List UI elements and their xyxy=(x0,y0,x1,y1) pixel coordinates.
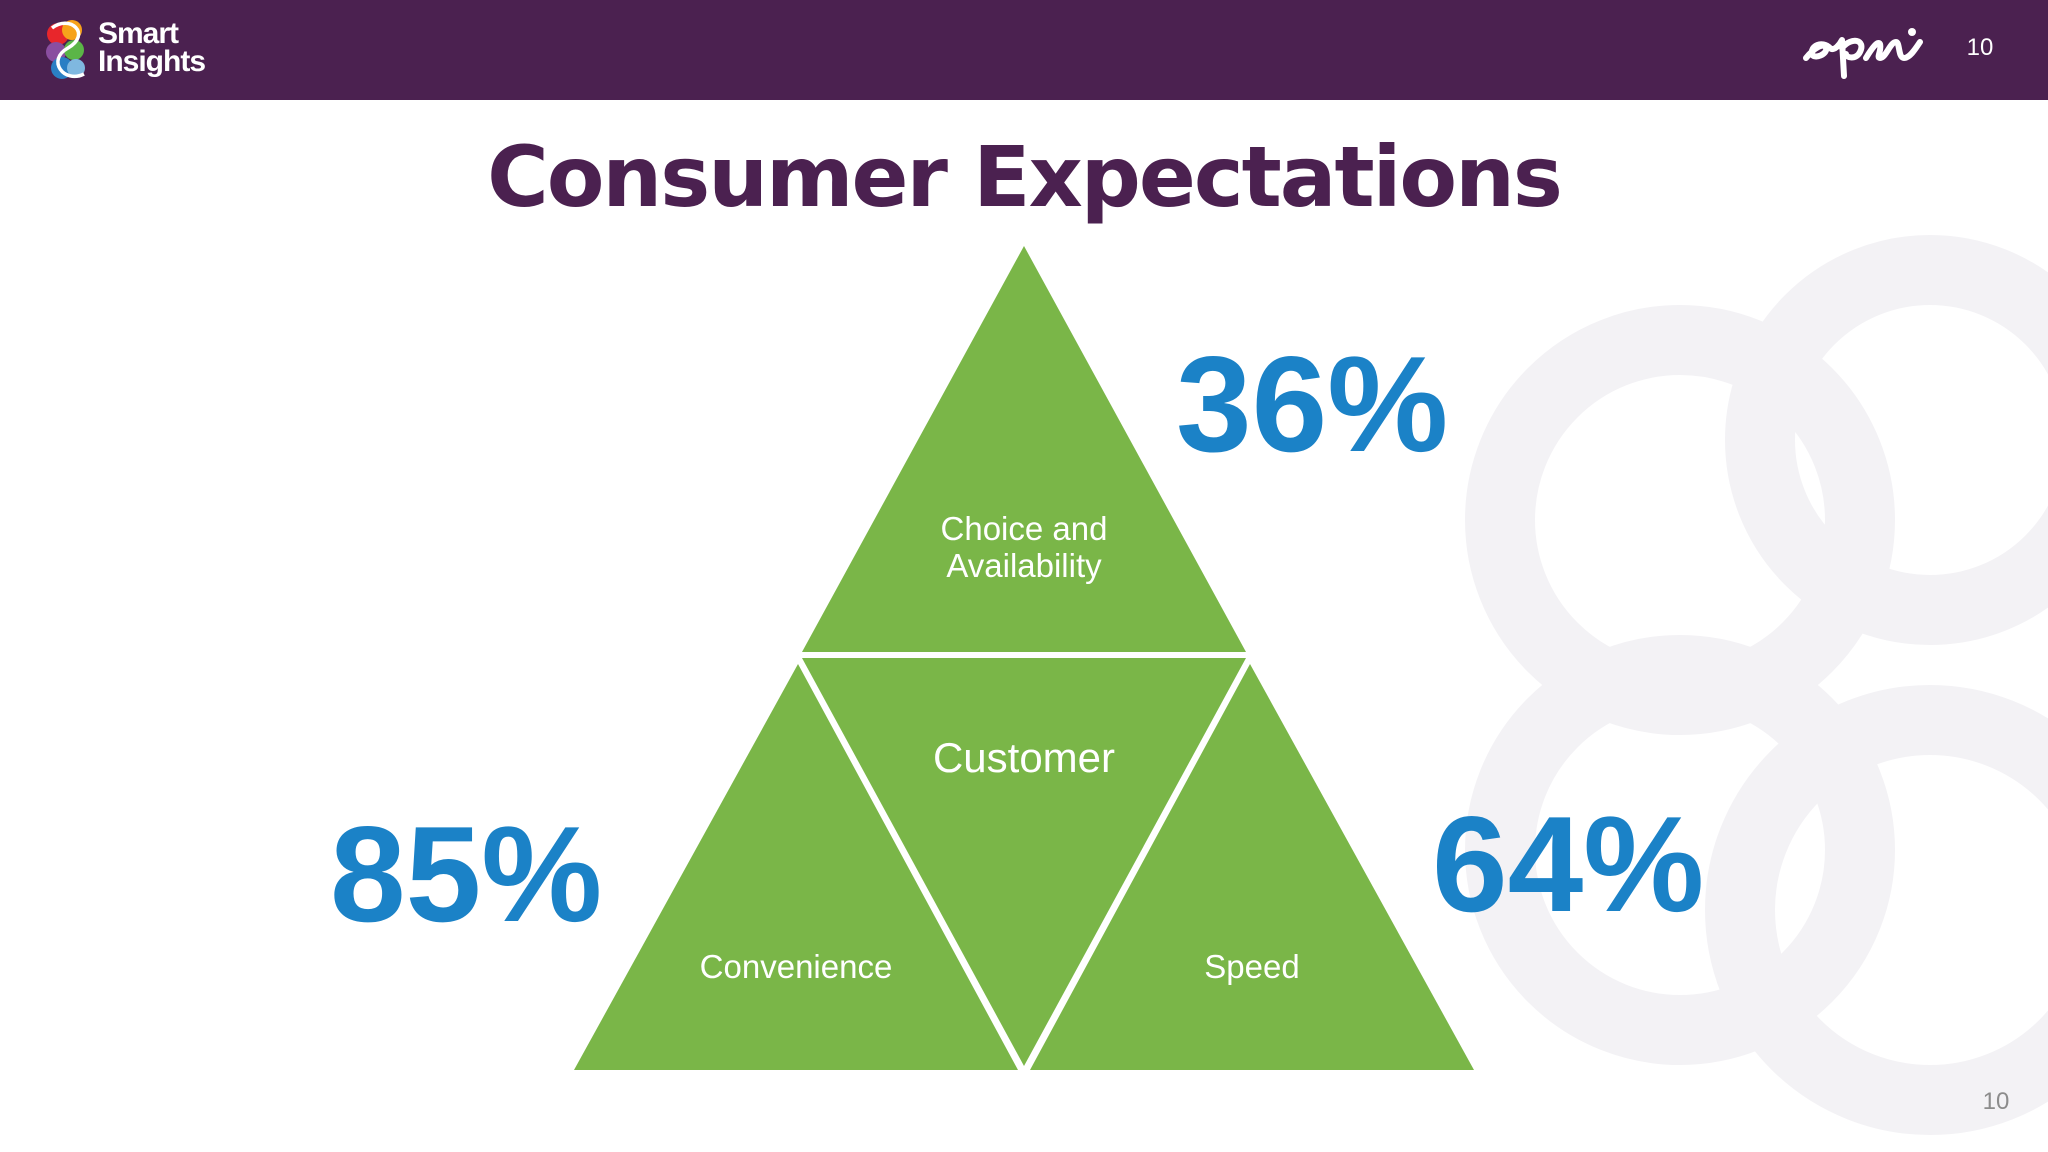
label-speed: Speed xyxy=(1204,948,1300,985)
smart-insights-logo-icon xyxy=(46,20,85,79)
percentage-convenience: 85% xyxy=(330,798,603,950)
triangle-center xyxy=(802,658,1246,1066)
footer-page-number: 10 xyxy=(1982,1088,2010,1115)
header-page-number: 10 xyxy=(1966,34,1994,61)
slide-title: Consumer Expectations xyxy=(487,128,1563,226)
header-bar: Smart Insights 10 xyxy=(0,0,2048,100)
label-customer: Customer xyxy=(932,734,1116,781)
brand-name-line2: Insights xyxy=(98,45,206,78)
watermark-logo-icon xyxy=(1465,235,2048,1135)
label-choice-availability: Choice and Availability xyxy=(874,510,1174,584)
brand-logo[interactable]: Smart Insights xyxy=(40,14,220,86)
label-convenience: Convenience xyxy=(699,948,893,985)
percentage-speed: 64% xyxy=(1432,788,1705,940)
triangle-top xyxy=(802,246,1246,652)
label-choice-line2: Availability xyxy=(946,547,1102,584)
brand-name: Smart Insights xyxy=(98,17,206,78)
label-choice-line1: Choice and xyxy=(940,510,1108,547)
triangle-right xyxy=(1030,664,1474,1070)
brand-name-line1: Smart xyxy=(98,17,179,50)
episerver-logo-icon[interactable] xyxy=(1800,18,1934,84)
percentage-choice-availability: 36% xyxy=(1176,328,1449,480)
triangle-left xyxy=(574,664,1018,1070)
